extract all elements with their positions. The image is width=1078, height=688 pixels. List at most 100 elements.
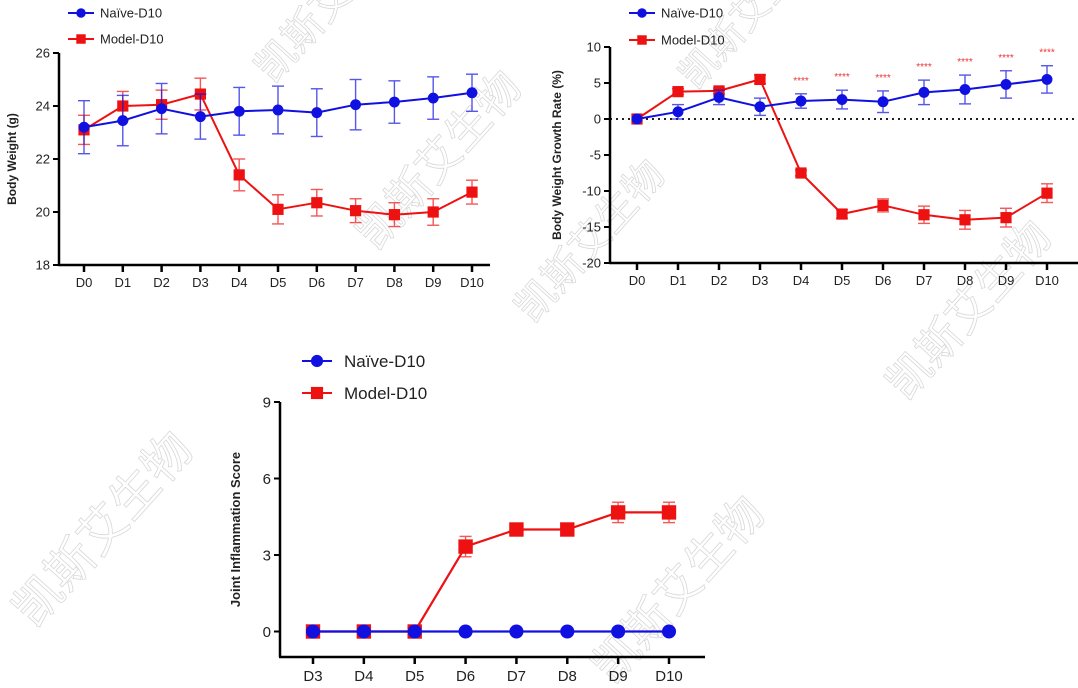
- data-point: [795, 167, 807, 179]
- watermark-text: 凯斯艾生物: [246, 0, 414, 91]
- x-tick-label: D6: [456, 668, 475, 685]
- legend-label: Model-D10: [100, 32, 164, 47]
- x-tick-label: D8: [957, 273, 974, 288]
- y-tick-label: 3: [263, 547, 271, 564]
- data-point: [836, 208, 848, 220]
- x-tick-label: D8: [386, 275, 403, 290]
- x-tick-label: D3: [192, 275, 209, 290]
- y-tick-label: -5: [589, 148, 601, 163]
- data-point: [78, 121, 90, 133]
- y-tick-label: 5: [594, 76, 601, 91]
- x-tick-label: D3: [752, 273, 769, 288]
- x-tick-label: D5: [834, 273, 851, 288]
- x-tick-label: D10: [1035, 273, 1059, 288]
- data-point: [458, 539, 473, 554]
- x-tick-label: D8: [558, 668, 577, 685]
- x-tick-label: D2: [711, 273, 728, 288]
- data-point: [156, 103, 168, 115]
- legend-item-naive: Naïve-D10: [629, 6, 723, 21]
- y-tick-label: 6: [263, 471, 271, 488]
- data-point: [466, 87, 478, 99]
- y-tick-label: 0: [594, 112, 601, 127]
- x-tick-label: D3: [303, 668, 322, 685]
- watermark-text: 凯斯艾生物: [877, 211, 1062, 409]
- data-point: [631, 113, 643, 125]
- series-model: [78, 77, 478, 228]
- legend: Naïve-D10 Model-D10: [629, 6, 725, 48]
- y-tick-label: 10: [587, 40, 601, 55]
- legend-label: Model-D10: [344, 384, 427, 403]
- significance-stars: ****: [793, 76, 809, 87]
- x-tick-label: D9: [998, 273, 1015, 288]
- y-tick-label: 18: [36, 258, 50, 273]
- data-point: [918, 86, 930, 98]
- legend-square-marker: [310, 386, 324, 400]
- watermark-text: 凯斯艾生物: [2, 421, 204, 637]
- x-tick-label: D1: [670, 273, 687, 288]
- x-tick-label: D4: [231, 275, 248, 290]
- y-axis-title: Body Weight (g): [5, 113, 19, 205]
- y-tick-label: 26: [36, 46, 50, 61]
- data-point: [795, 95, 807, 107]
- y-tick-label: 22: [36, 152, 50, 167]
- watermark-text: 凯斯艾生物: [506, 152, 674, 331]
- x-tick-label: D7: [347, 275, 364, 290]
- data-point: [311, 197, 323, 209]
- legend-square-marker: [637, 35, 647, 45]
- x-tick-label: D10: [460, 275, 484, 290]
- data-point: [427, 206, 439, 218]
- data-point: [427, 92, 439, 104]
- legend: Naïve-D10 Model-D10: [68, 6, 164, 47]
- x-tick-label: D7: [507, 668, 526, 685]
- x-tick-label: D0: [629, 273, 646, 288]
- y-axis-title: Body Weight Growth Rate (%): [550, 70, 564, 240]
- data-point: [1041, 187, 1053, 199]
- data-point: [466, 186, 478, 198]
- significance-stars: ****: [916, 62, 932, 73]
- series-naive: [78, 73, 478, 155]
- x-tick-label: D0: [76, 275, 93, 290]
- x-tick-label: D7: [916, 273, 933, 288]
- y-axis-title: Joint Inflammation Score: [228, 452, 243, 607]
- data-point: [388, 96, 400, 108]
- data-point: [959, 214, 971, 226]
- data-point: [194, 111, 206, 123]
- y-tick-label: -20: [582, 256, 601, 271]
- data-point: [1041, 73, 1053, 85]
- significance-stars: ****: [875, 73, 891, 84]
- data-point: [356, 624, 371, 639]
- series-naive: [305, 624, 677, 639]
- series-line: [313, 511, 669, 633]
- data-point: [311, 107, 323, 119]
- x-tick-label: D2: [153, 275, 170, 290]
- data-point: [1000, 78, 1012, 90]
- legend-square-marker: [76, 34, 86, 44]
- legend-label: Model-D10: [661, 33, 725, 48]
- legend-item-model: Model-D10: [68, 32, 164, 47]
- significance-stars: ****: [998, 53, 1014, 64]
- series-naive: [631, 65, 1053, 125]
- data-point: [611, 624, 626, 639]
- legend-item-model: Model-D10: [629, 33, 725, 48]
- data-point: [754, 101, 766, 113]
- data-point: [509, 522, 524, 537]
- y-tick-label: 0: [263, 624, 271, 641]
- data-point: [672, 106, 684, 118]
- legend: Naïve-D10 Model-D10: [302, 352, 427, 403]
- data-point: [713, 91, 725, 103]
- data-point: [672, 86, 684, 98]
- legend-label: Naïve-D10: [661, 6, 723, 21]
- data-point: [458, 624, 473, 639]
- x-tick-label: D1: [114, 275, 131, 290]
- data-point: [754, 73, 766, 85]
- legend-circle-marker: [310, 354, 324, 368]
- data-point: [560, 522, 575, 537]
- data-point: [836, 94, 848, 106]
- data-point: [350, 205, 362, 217]
- data-point: [233, 105, 245, 117]
- data-point: [1000, 212, 1012, 224]
- x-tick-label: D9: [425, 275, 442, 290]
- joint-inflammation-score-chart: 0 3 6 9 D3 D4 D5 D6 D7 D8 D9 D10 Joint Inflammation …: [228, 352, 705, 685]
- data-point: [610, 505, 626, 520]
